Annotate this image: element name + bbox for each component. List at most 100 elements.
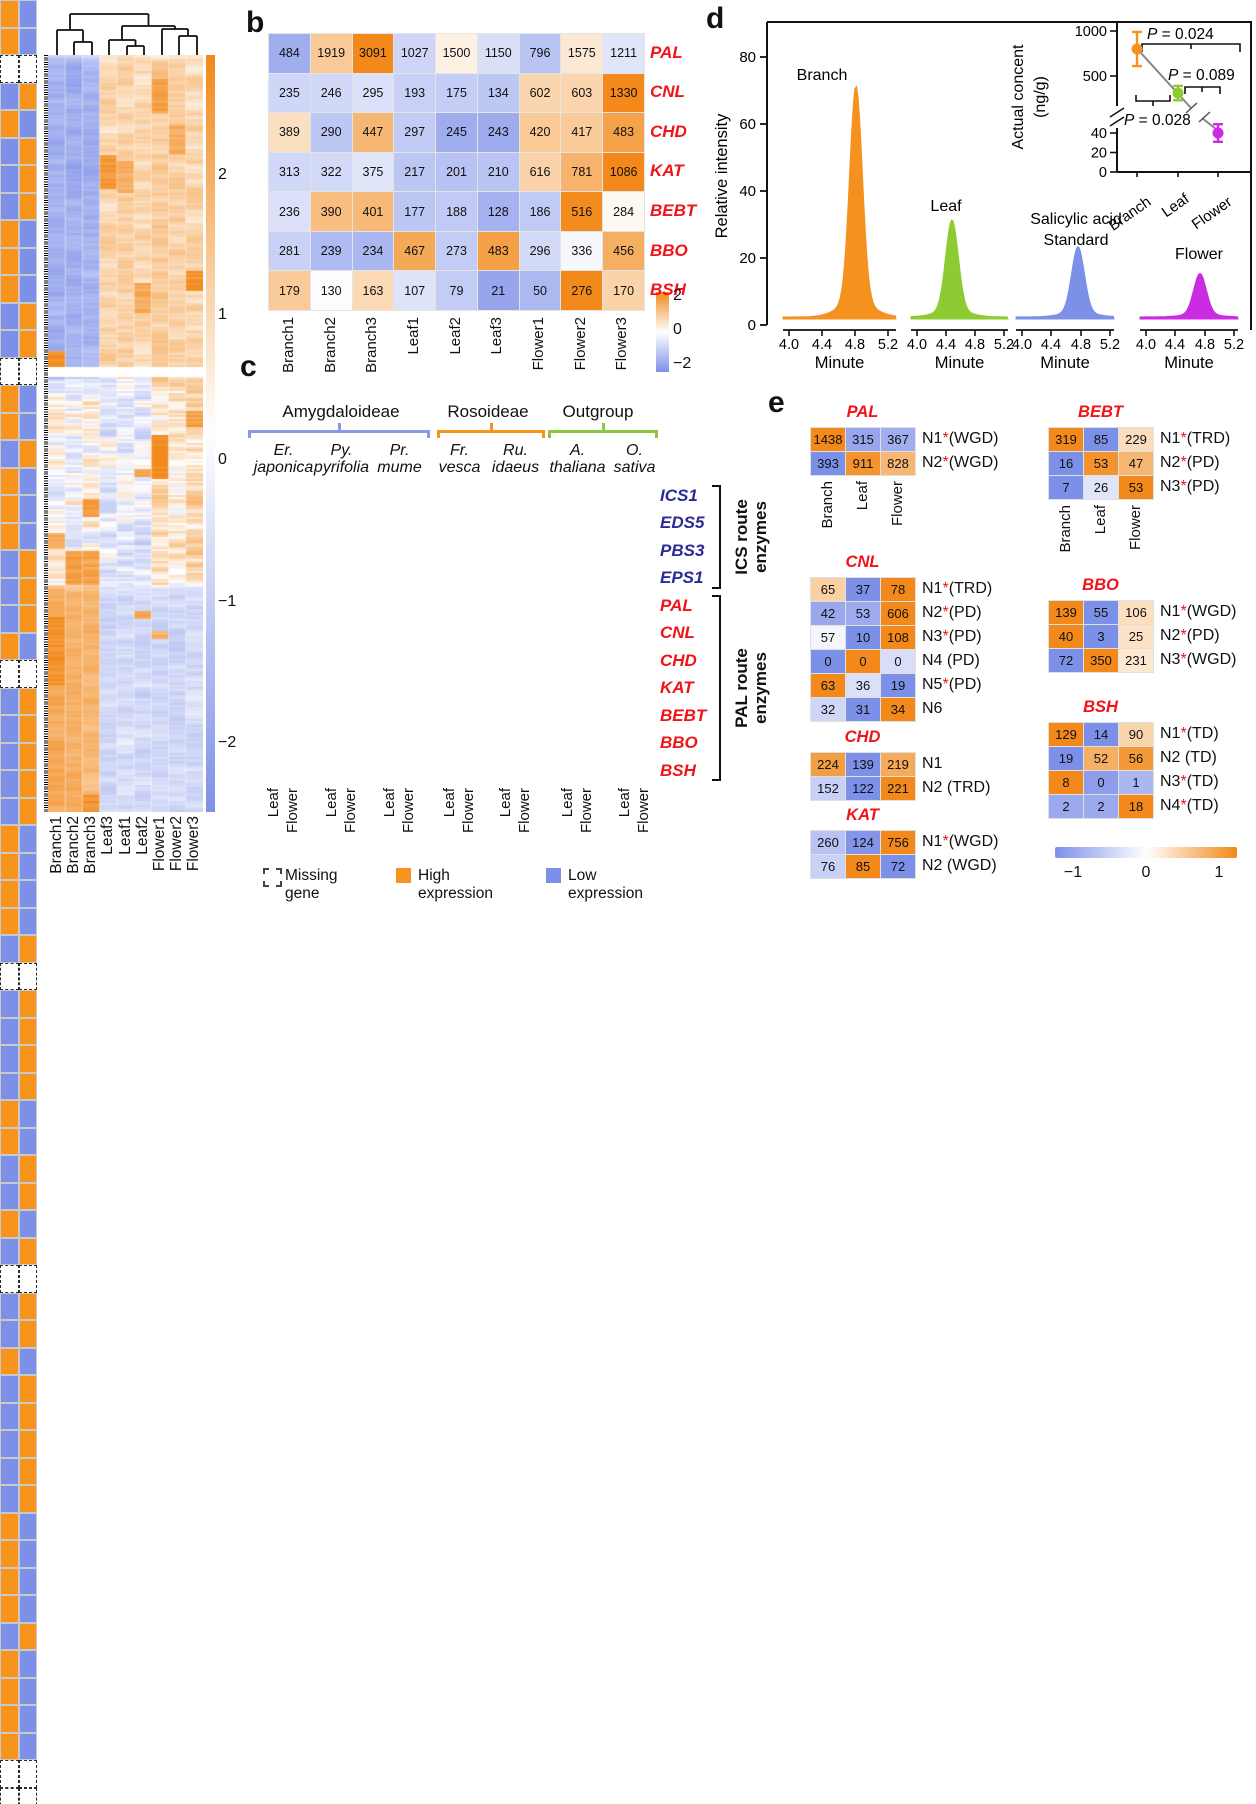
presence-cell — [19, 468, 38, 496]
p-value-label: P = 0.028 — [1124, 112, 1191, 129]
p-value-label: P = 0.089 — [1168, 67, 1235, 84]
clade-bracket — [248, 430, 430, 438]
expression-cell: 85 — [846, 855, 881, 879]
expression-cell: 16 — [1049, 452, 1084, 476]
expression-cell: 53 — [1084, 452, 1119, 476]
gene-label: PAL — [660, 596, 693, 616]
legend-swatch-missing — [263, 868, 282, 887]
gene-label: CNL — [660, 623, 695, 643]
legend-swatch-high — [396, 868, 411, 883]
panel-e-column-label: Branch — [1058, 505, 1074, 553]
expression-cell: 350 — [1084, 649, 1119, 673]
expression-cell: 401 — [353, 192, 395, 232]
expression-cell: 246 — [311, 74, 353, 114]
species-abbr: Fr. — [450, 442, 469, 460]
presence-cell — [0, 853, 19, 881]
gene-label: EPS1 — [660, 568, 703, 588]
panel-b-letter: b — [246, 8, 264, 38]
presence-cell — [19, 578, 38, 606]
trace-branch — [783, 87, 896, 320]
panel-a-column-label: Flower1 — [152, 816, 168, 871]
presence-cell — [19, 358, 38, 386]
presence-cell — [0, 1375, 19, 1403]
presence-cell — [0, 798, 19, 826]
expression-cell: 32 — [811, 698, 846, 722]
expression-cell: 128 — [478, 192, 520, 232]
x-tick-label: 4.0 — [907, 337, 927, 353]
expression-cell: 63 — [811, 674, 846, 698]
presence-cell — [0, 1513, 19, 1541]
route-label-line: enzymes — [751, 499, 770, 575]
expression-cell: 139 — [1049, 601, 1084, 625]
panel-e-gene-title: KAT — [846, 806, 879, 825]
presence-cell — [0, 220, 19, 248]
significance-bracket-1 — [1142, 44, 1240, 52]
row-label-type: (WGD) — [942, 857, 996, 874]
expression-cell: 229 — [1119, 428, 1154, 452]
expression-cell: 1330 — [603, 74, 645, 114]
presence-cell — [0, 1540, 19, 1568]
expression-cell: 34 — [881, 698, 916, 722]
tissue-label: Leaf — [498, 788, 514, 817]
presence-cell — [19, 330, 38, 358]
presence-cell — [0, 1210, 19, 1238]
presence-cell — [0, 1733, 19, 1761]
expression-cell: 602 — [520, 74, 562, 114]
row-label-type: (TRD) — [949, 580, 993, 597]
expression-cell: 201 — [436, 153, 478, 193]
panel-e-gene-title: CHD — [845, 728, 881, 747]
legend-label: High expression — [418, 867, 493, 903]
expression-cell: 0 — [881, 650, 916, 674]
duplicate-row-label: N2*(PD) — [1160, 627, 1220, 645]
trace-standard — [1016, 247, 1114, 319]
inset-y-title-line1: Actual concent — [1010, 44, 1027, 150]
presence-cell — [0, 28, 19, 56]
expression-cell: 163 — [353, 271, 395, 311]
row-label-name: N1 — [922, 833, 942, 850]
presence-cell — [19, 853, 38, 881]
row-label-type: (WGD) — [949, 430, 999, 447]
x-tick-label: 4.8 — [845, 337, 865, 353]
duplicate-row-label: N3*(WGD) — [1160, 651, 1236, 669]
row-label-name: N2 — [1160, 454, 1180, 471]
expression-cell: 177 — [394, 192, 436, 232]
expression-cell: 179 — [269, 271, 311, 311]
expression-cell: 313 — [269, 153, 311, 193]
presence-cell — [19, 660, 38, 688]
x-tick-label: 4.8 — [1195, 337, 1215, 353]
expression-cell: 235 — [269, 74, 311, 114]
species-epithet: mume — [377, 459, 421, 477]
dendrogram — [40, 10, 210, 56]
expression-cell: 296 — [520, 232, 562, 272]
presence-cell — [0, 825, 19, 853]
duplicate-row-label: N3*(PD) — [1160, 478, 1220, 496]
expression-cell: 281 — [269, 232, 311, 272]
presence-cell — [19, 743, 38, 771]
panel-a-column-label: Branch1 — [49, 816, 65, 874]
presence-cell — [19, 1623, 38, 1651]
inset-y-tick-label: 20 — [1091, 146, 1107, 162]
presence-cell — [19, 83, 38, 111]
presence-cell — [19, 1568, 38, 1596]
species-epithet: vesca — [439, 459, 481, 477]
expression-cell: 483 — [603, 113, 645, 153]
presence-cell — [19, 303, 38, 331]
expression-cell: 186 — [520, 192, 562, 232]
tissue-label: Flower — [517, 788, 533, 833]
expression-cell: 0 — [846, 650, 881, 674]
expression-cell: 18 — [1119, 795, 1154, 819]
presence-cell — [19, 1155, 38, 1183]
expression-cell: 65 — [811, 578, 846, 602]
presence-cell — [19, 688, 38, 716]
presence-cell — [0, 55, 19, 83]
expression-cell: 367 — [881, 428, 916, 452]
significance-bracket-3 — [1136, 95, 1170, 106]
presence-cell — [19, 1183, 38, 1211]
expression-cell: 8 — [1049, 771, 1084, 795]
expression-cell: 273 — [436, 232, 478, 272]
presence-cell — [0, 1183, 19, 1211]
